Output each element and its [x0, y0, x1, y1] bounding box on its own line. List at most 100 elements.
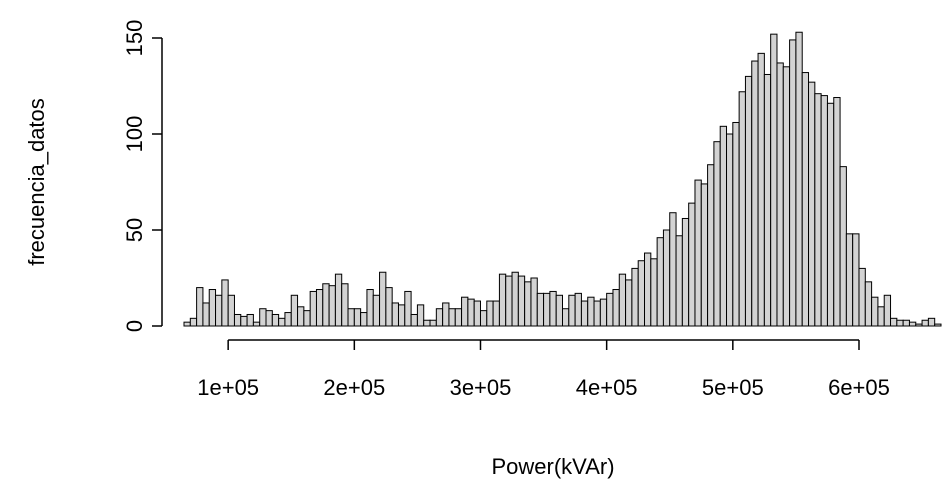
bar — [776, 62, 784, 327]
bar — [404, 290, 412, 327]
bar — [845, 233, 854, 327]
bar — [902, 319, 910, 327]
bar — [549, 290, 557, 327]
bar — [927, 317, 936, 327]
x-axis-label: Power(kVAr) — [491, 454, 614, 479]
bar — [599, 298, 608, 327]
bar — [530, 277, 538, 327]
bar — [297, 306, 305, 327]
bar — [580, 300, 589, 327]
bar — [505, 275, 513, 327]
bar — [536, 292, 545, 327]
bar — [877, 306, 885, 327]
bar — [644, 252, 652, 327]
bar — [372, 294, 381, 327]
bar — [385, 287, 393, 327]
bar — [227, 294, 235, 327]
bar — [221, 279, 229, 327]
bar — [744, 75, 753, 327]
bar — [473, 300, 481, 327]
bar — [732, 121, 740, 327]
bar — [233, 313, 242, 327]
y-tick-label: 100 — [122, 116, 147, 153]
bar — [612, 289, 620, 327]
bar — [479, 310, 488, 327]
bar — [675, 235, 683, 327]
y-tick-label: 50 — [122, 218, 147, 242]
bar — [492, 300, 500, 327]
bar — [719, 125, 728, 327]
bar — [410, 313, 418, 327]
bar — [290, 294, 299, 327]
bar — [259, 308, 267, 327]
y-axis-label: frecuencia_datos — [24, 98, 49, 266]
x-tick-label: 6e+05 — [828, 375, 890, 400]
bar — [852, 233, 860, 327]
y-tick-label: 0 — [122, 320, 147, 332]
bar — [934, 323, 942, 327]
bar — [360, 312, 368, 327]
bar — [820, 95, 828, 327]
bar — [202, 302, 210, 327]
bar — [789, 39, 797, 327]
bar — [795, 31, 803, 327]
bar — [347, 308, 355, 327]
bar — [858, 267, 866, 327]
bar — [782, 66, 791, 327]
bar — [908, 321, 917, 327]
bar — [366, 289, 374, 327]
bar — [625, 279, 633, 327]
bar — [814, 93, 822, 327]
bar — [467, 298, 475, 327]
bar — [738, 91, 746, 327]
bar — [637, 260, 646, 327]
bar — [763, 73, 772, 327]
bar — [284, 312, 292, 327]
bar — [656, 237, 664, 327]
x-tick-label: 4e+05 — [576, 375, 638, 400]
bar — [379, 271, 387, 327]
bar — [448, 308, 456, 327]
x-tick-label: 5e+05 — [702, 375, 764, 400]
bar — [757, 52, 765, 327]
bar — [801, 72, 810, 327]
bar — [454, 308, 463, 327]
bar — [669, 212, 677, 327]
bar — [770, 33, 778, 327]
bar — [808, 81, 816, 327]
bar — [240, 315, 248, 327]
bar — [309, 290, 317, 327]
bar — [694, 179, 702, 327]
bar — [562, 308, 570, 327]
bar — [726, 133, 734, 327]
bar — [650, 258, 658, 327]
bar — [681, 217, 690, 327]
bar — [839, 166, 847, 327]
x-tick-label: 3e+05 — [450, 375, 512, 400]
bar — [315, 289, 324, 327]
bar — [688, 202, 696, 327]
bar — [353, 308, 362, 327]
bar — [574, 292, 582, 327]
bar — [890, 317, 898, 327]
bar — [883, 294, 892, 327]
bar — [921, 319, 929, 327]
bar — [461, 296, 469, 327]
bar — [511, 271, 519, 327]
bar — [429, 319, 437, 327]
bar — [864, 281, 873, 327]
bar — [713, 141, 721, 327]
bar — [271, 313, 280, 327]
bar — [707, 164, 715, 327]
x-tick-label: 2e+05 — [323, 375, 385, 400]
bar — [442, 302, 450, 327]
bar — [246, 313, 254, 327]
bar — [423, 319, 431, 327]
bar — [334, 273, 343, 327]
bar — [631, 267, 639, 327]
y-tick-label: 150 — [122, 20, 147, 57]
bar — [524, 281, 532, 327]
bar — [215, 294, 223, 327]
bar — [587, 296, 595, 327]
bar — [341, 283, 349, 327]
